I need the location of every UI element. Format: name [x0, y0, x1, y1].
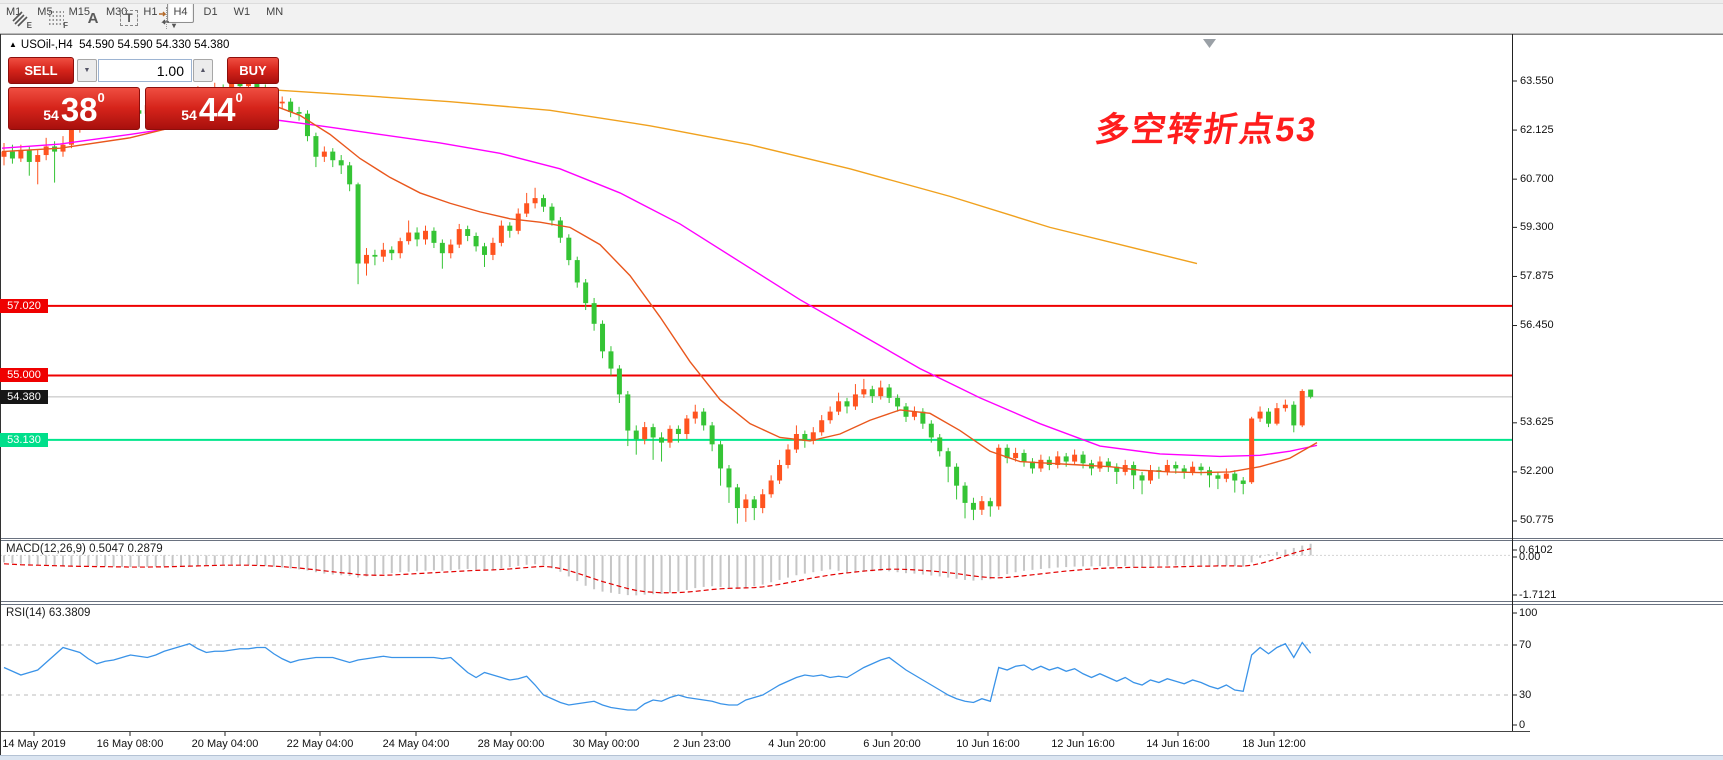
sell-price-prefix: 54: [43, 107, 59, 123]
tool-glyph: T: [120, 10, 138, 26]
chart-annotation: 多空转折点53: [1092, 111, 1321, 149]
symbol-name: USOil-,H4: [20, 39, 73, 51]
buy-price-big: 44: [198, 91, 236, 128]
buy-price-prefix: 54: [181, 107, 197, 123]
text-label-icon[interactable]: A: [80, 6, 106, 30]
tab-timeframe-w1[interactable]: W1: [228, 0, 257, 23]
tab-timeframe-m1[interactable]: M1: [0, 0, 27, 23]
sell-button[interactable]: SELL: [8, 57, 74, 84]
arrow-objects-icon[interactable]: ▾: [152, 6, 178, 30]
volume-increase-button[interactable]: ▲: [193, 59, 213, 82]
tool-badge: F: [63, 21, 68, 30]
buy-button[interactable]: BUY: [227, 57, 279, 84]
rsi-label: RSI(14) 63.3809: [6, 607, 91, 619]
symbol-header: ▲ USOil-,H4 54.590 54.590 54.330 54.380: [9, 39, 229, 51]
sell-price-sup: 0: [97, 90, 105, 105]
dropdown-caret-icon: ▾: [171, 21, 176, 30]
buy-price-tile[interactable]: 54 44 0: [145, 87, 279, 130]
ohlc-values: 54.590 54.590 54.330 54.380: [79, 39, 230, 51]
tool-badge: E: [26, 21, 32, 30]
sell-price-tile[interactable]: 54 38 0: [8, 87, 140, 130]
tab-timeframe-m5[interactable]: M5: [31, 0, 58, 23]
toolbar-upper-row-edge: [0, 0, 1723, 4]
chart-shift-marker-icon: [1203, 39, 1216, 48]
tab-timeframe-m15[interactable]: M15: [63, 0, 96, 23]
tool-glyph: A: [87, 9, 99, 27]
volume-decrease-button[interactable]: ▼: [77, 59, 97, 82]
buy-price-sup: 0: [235, 90, 243, 105]
equidistant-channel-icon[interactable]: E: [8, 6, 34, 30]
text-box-icon[interactable]: T: [116, 6, 142, 30]
macd-label: MACD(12,26,9) 0.5047 0.2879: [6, 543, 163, 555]
collapse-arrow-icon[interactable]: ▲: [9, 40, 17, 49]
tab-timeframe-m30[interactable]: M30: [100, 0, 133, 23]
tab-timeframe-h1[interactable]: H1: [137, 0, 163, 23]
tab-timeframe-mn[interactable]: MN: [260, 0, 289, 23]
sell-price-big: 38: [60, 91, 98, 128]
toolbar: E F A T ▾ M1: [0, 0, 1723, 34]
volume-input[interactable]: [98, 59, 192, 82]
toolbar-separator: [166, 7, 167, 29]
fibonacci-icon[interactable]: F: [44, 6, 70, 30]
tab-timeframe-d1[interactable]: D1: [198, 0, 224, 23]
status-bar-edge: [0, 755, 1723, 760]
